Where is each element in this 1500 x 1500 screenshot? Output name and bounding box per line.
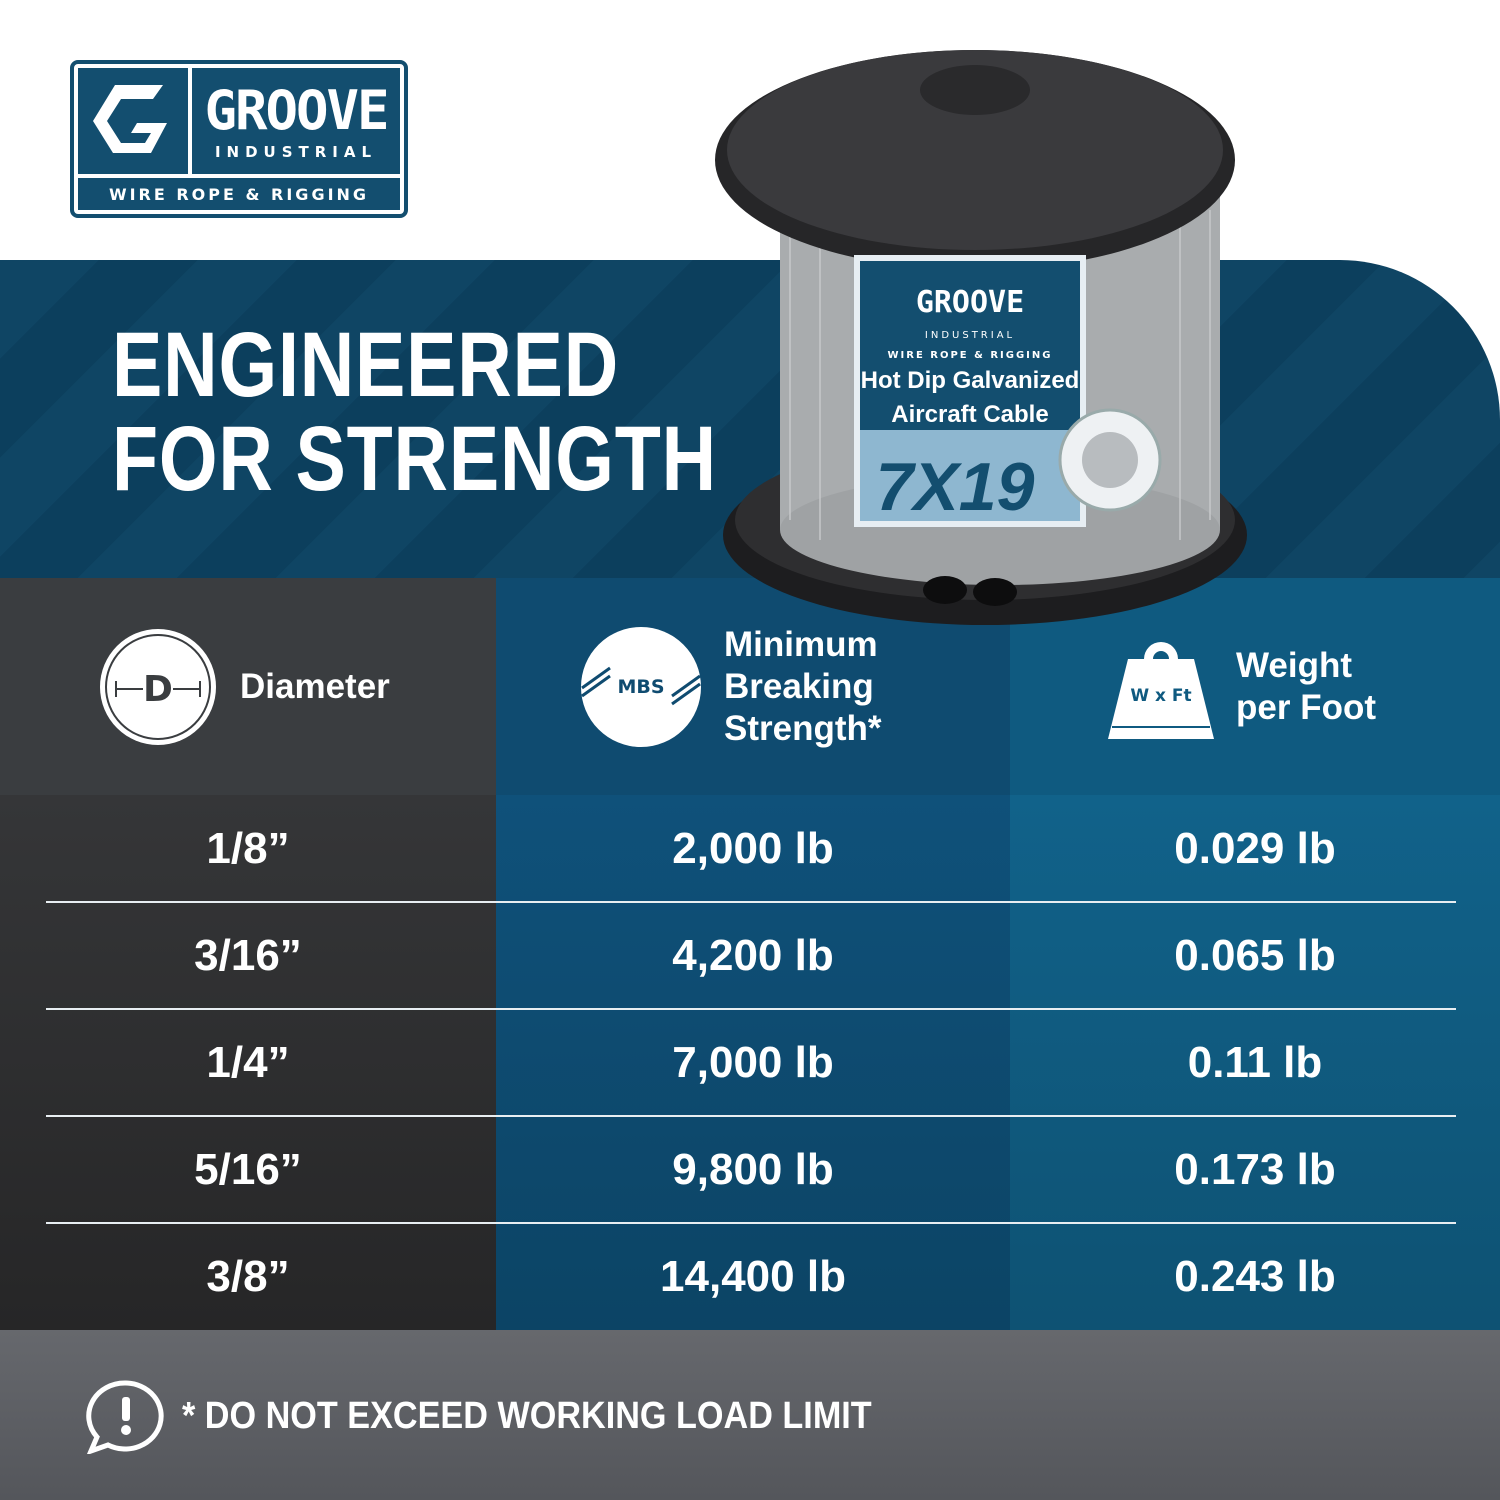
row-divider bbox=[46, 901, 1456, 903]
column-diameter bbox=[0, 578, 496, 1330]
header-diameter: D Diameter bbox=[98, 578, 390, 795]
g-logo-icon bbox=[78, 68, 188, 174]
row-divider bbox=[46, 1008, 1456, 1010]
cable-spool-image: GROOVE INDUSTRIAL WIRE ROPE & RIGGING Ho… bbox=[715, 50, 1247, 625]
headline: ENGINEERED FOR STRENGTH bbox=[112, 314, 717, 510]
table-row: 1/4” 7,000 lb 0.11 lb bbox=[0, 1011, 1500, 1115]
table-row: 3/16” 4,200 lb 0.065 lb bbox=[0, 904, 1500, 1008]
cell-diameter: 3/16” bbox=[194, 931, 302, 980]
alert-speech-icon bbox=[86, 1380, 164, 1454]
header-weight: W x Ft Weight per Foot bbox=[1106, 578, 1376, 795]
cell-mbs: 9,800 lb bbox=[672, 1145, 834, 1194]
svg-text:7X19: 7X19 bbox=[876, 449, 1035, 525]
cell-mbs: 7,000 lb bbox=[672, 1038, 834, 1087]
cell-diameter: 3/8” bbox=[206, 1252, 290, 1301]
svg-text:WIRE ROPE & RIGGING: WIRE ROPE & RIGGING bbox=[888, 350, 1053, 361]
row-divider bbox=[46, 1115, 1456, 1117]
cell-weight: 0.029 lb bbox=[1174, 824, 1336, 873]
svg-text:D: D bbox=[143, 669, 173, 710]
svg-text:GROOVE: GROOVE bbox=[916, 285, 1024, 320]
cell-mbs: 4,200 lb bbox=[672, 931, 834, 980]
cell-diameter: 1/4” bbox=[206, 1038, 290, 1087]
row-divider bbox=[46, 1222, 1456, 1224]
column-mbs bbox=[496, 578, 1010, 1330]
breaking-strength-icon: MBS bbox=[581, 626, 701, 747]
cell-mbs: 2,000 lb bbox=[672, 824, 834, 873]
svg-text:MBS: MBS bbox=[617, 676, 664, 698]
diameter-icon: D bbox=[100, 628, 216, 745]
svg-text:INDUSTRIAL: INDUSTRIAL bbox=[925, 330, 1015, 341]
footer-warning: * DO NOT EXCEED WORKING LOAD LIMIT bbox=[182, 1395, 872, 1437]
cell-weight: 0.11 lb bbox=[1187, 1038, 1323, 1087]
brand-logo: GROOVE INDUSTRIAL WIRE ROPE & RIGGING bbox=[70, 60, 408, 218]
weight-icon: W x Ft bbox=[1108, 641, 1214, 739]
column-weight bbox=[1010, 578, 1500, 1330]
cell-weight: 0.173 lb bbox=[1174, 1145, 1336, 1194]
header-mbs: MBS Minimum Breaking Strength* bbox=[580, 578, 882, 795]
cell-weight: 0.243 lb bbox=[1174, 1252, 1336, 1301]
cell-weight: 0.065 lb bbox=[1174, 931, 1336, 980]
cell-diameter: 5/16” bbox=[194, 1145, 302, 1194]
table-row: 5/16” 9,800 lb 0.173 lb bbox=[0, 1118, 1500, 1222]
cell-mbs: 14,400 lb bbox=[660, 1252, 846, 1301]
table-row: 1/8” 2,000 lb 0.029 lb bbox=[0, 797, 1500, 901]
cell-diameter: 1/8” bbox=[206, 824, 290, 873]
table-row: 3/8” 14,400 lb 0.243 lb bbox=[0, 1225, 1500, 1329]
svg-text:W x Ft: W x Ft bbox=[1130, 686, 1191, 706]
svg-text:Aircraft Cable: Aircraft Cable bbox=[891, 401, 1048, 428]
svg-text:Hot Dip Galvanized: Hot Dip Galvanized bbox=[861, 367, 1080, 394]
footer bbox=[0, 1330, 1500, 1500]
